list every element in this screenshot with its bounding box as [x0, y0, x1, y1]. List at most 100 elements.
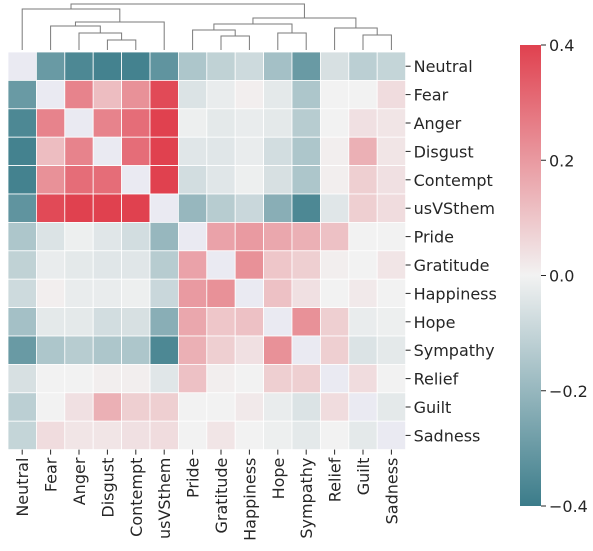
- heatmap-cell-7-9: [263, 250, 293, 280]
- heatmap-cell-8-0: [7, 278, 37, 309]
- heatmap-cell-12-4: [121, 392, 151, 422]
- heatmap-cell-2-13: [376, 108, 407, 138]
- heatmap-cell-9-1: [36, 307, 66, 337]
- heatmap-cell-1-2: [64, 80, 94, 110]
- heatmap-cell-11-5: [149, 363, 179, 394]
- heatmap-cell-8-5: [149, 278, 179, 309]
- heatmap-cell-10-7: [206, 335, 236, 365]
- row-tick-labels: Neutral Fear Anger Disgust Contempt usVSthem P…: [405, 57, 497, 445]
- heatmap-cell-7-4: [121, 250, 151, 280]
- heatmap-cell-12-11: [319, 392, 350, 422]
- colorbar-tick-label-4: −0.4: [549, 497, 588, 516]
- column-dendrogram: [21, 3, 392, 50]
- heatmap-cell-5-10: [291, 193, 321, 223]
- dendrogram-link-9: [362, 34, 392, 50]
- row-label-9: Hope: [414, 313, 456, 332]
- heatmap-cell-2-10: [291, 108, 321, 138]
- heatmap-cell-10-11: [319, 335, 350, 365]
- heatmap-cell-10-0: [7, 335, 37, 365]
- row-label-8: Happiness: [414, 284, 497, 303]
- heatmap-cell-4-4: [121, 165, 151, 195]
- dendrogram-link-11: [252, 17, 357, 28]
- heatmap-cell-7-3: [92, 250, 122, 280]
- heatmap-cell-13-12: [348, 420, 378, 451]
- heatmap-cell-6-12: [348, 221, 378, 252]
- heatmap-cell-12-7: [206, 392, 236, 422]
- heatmap-cell-12-2: [64, 392, 94, 422]
- heatmap-cell-3-11: [319, 136, 350, 166]
- heatmap-cell-3-9: [263, 136, 293, 166]
- heatmap-cell-1-10: [291, 80, 321, 110]
- col-label-11: Relief: [326, 457, 345, 502]
- heatmap-cell-5-3: [92, 193, 122, 223]
- heatmap-cell-5-12: [348, 193, 378, 223]
- heatmap-cell-4-11: [319, 165, 350, 195]
- col-label-8: Happiness: [240, 458, 259, 541]
- heatmap-cell-12-3: [92, 392, 122, 422]
- heatmap-cell-7-8: [234, 250, 264, 280]
- row-label-13: Sadness: [414, 426, 481, 445]
- heatmap-cell-4-7: [206, 165, 236, 195]
- heatmap-cell-11-7: [206, 363, 236, 394]
- heatmap-cell-5-5: [149, 193, 179, 223]
- col-label-10: Sympathy: [297, 458, 316, 539]
- heatmap-cell-5-2: [64, 193, 94, 223]
- heatmap-cell-8-2: [64, 278, 94, 309]
- heatmap-cell-7-10: [291, 250, 321, 280]
- heatmap-cell-7-1: [36, 250, 66, 280]
- heatmap-cell-12-0: [7, 392, 37, 422]
- heatmap-cell-12-6: [177, 392, 208, 422]
- heatmap-cell-10-6: [177, 335, 208, 365]
- heatmap-cell-2-3: [92, 108, 122, 138]
- heatmap-cell-13-13: [376, 420, 407, 451]
- heatmap-cell-11-12: [348, 363, 378, 394]
- heatmap-cell-4-8: [234, 165, 264, 195]
- heatmap-cell-8-7: [206, 278, 236, 309]
- heatmap-cell-9-7: [206, 307, 236, 337]
- heatmap-cell-6-2: [64, 221, 94, 252]
- heatmap-cell-7-0: [7, 250, 37, 280]
- dendrogram-link-5: [220, 35, 250, 50]
- heatmap-cell-10-10: [291, 335, 321, 365]
- heatmap-cell-2-2: [64, 108, 94, 138]
- heatmap-cell-4-12: [348, 165, 378, 195]
- heatmap-cell-10-12: [348, 335, 378, 365]
- heatmap-cell-8-12: [348, 278, 378, 309]
- heatmap-cells: [7, 51, 407, 451]
- heatmap-cell-0-2: [64, 51, 94, 81]
- heatmap-cell-1-12: [348, 80, 378, 110]
- heatmap-cell-9-8: [234, 307, 264, 337]
- heatmap-cell-1-11: [319, 80, 350, 110]
- heatmap-cell-11-8: [234, 363, 264, 394]
- colorbar-tick-label-2: 0.0: [549, 267, 574, 286]
- row-label-5: usVSthem: [414, 199, 495, 218]
- heatmap-cell-9-4: [121, 307, 151, 337]
- heatmap-cell-2-5: [149, 108, 179, 138]
- heatmap-cell-3-7: [206, 136, 236, 166]
- col-label-9: Hope: [269, 458, 288, 500]
- heatmap-cell-8-1: [36, 278, 66, 309]
- row-label-6: Pride: [414, 228, 454, 247]
- heatmap-cell-2-4: [121, 108, 151, 138]
- heatmap-cell-10-8: [234, 335, 264, 365]
- heatmap-cell-8-10: [291, 278, 321, 309]
- heatmap-cell-6-7: [206, 221, 236, 252]
- heatmap-cell-11-10: [291, 363, 321, 394]
- heatmap-cell-11-0: [7, 363, 37, 394]
- heatmap-cell-12-5: [149, 392, 179, 422]
- heatmap-cell-3-10: [291, 136, 321, 166]
- col-label-13: Sadness: [382, 458, 401, 525]
- heatmap-cell-2-11: [319, 108, 350, 138]
- heatmap-cell-13-0: [7, 420, 37, 451]
- heatmap-cell-4-13: [376, 165, 407, 195]
- heatmap-cell-6-0: [7, 221, 37, 252]
- row-label-11: Relief: [414, 370, 459, 389]
- heatmap-cell-7-12: [348, 250, 378, 280]
- heatmap-cell-6-13: [376, 221, 407, 252]
- heatmap-cell-6-8: [234, 221, 264, 252]
- heatmap-cell-9-10: [291, 307, 321, 337]
- dendrogram-link-7: [277, 32, 307, 50]
- heatmap-cell-0-0: [7, 51, 37, 81]
- heatmap-cell-7-13: [376, 250, 407, 280]
